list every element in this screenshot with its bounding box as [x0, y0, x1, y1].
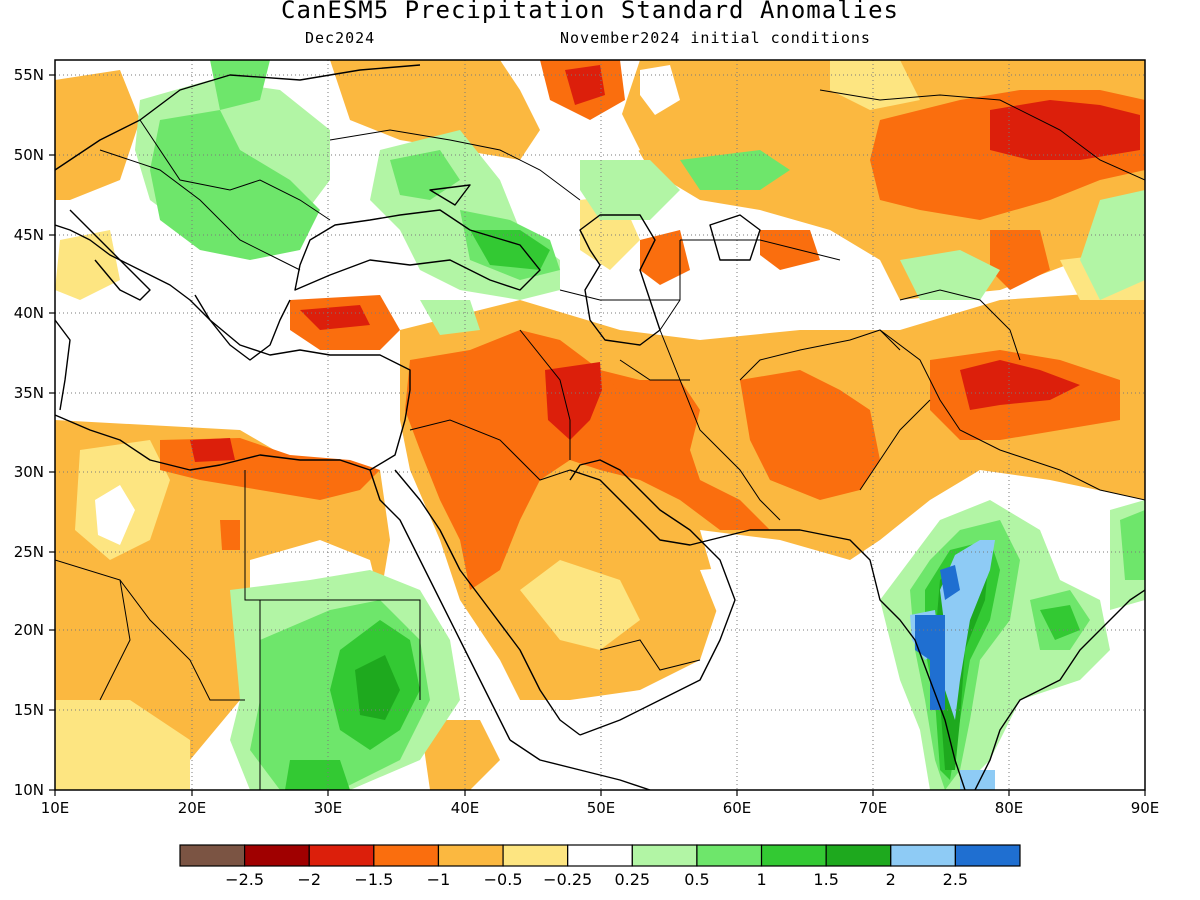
political-borders [55, 89, 1145, 790]
tick-marks [49, 74, 1146, 796]
forecast-month: Dec2024 [305, 29, 376, 47]
x-axis-labels: 10E 20E 30E 40E 50E 60E 70E 80E 90E [41, 799, 1160, 817]
colorbar-label: 0.5 [684, 870, 709, 889]
colorbar-swatch [890, 844, 956, 867]
colorbar-swatch [760, 844, 827, 867]
x-tick-label: 10E [41, 799, 70, 817]
initial-conditions: November2024 initial conditions [560, 29, 871, 47]
colorbar-label: 2 [886, 870, 896, 889]
colorbar-swatch [825, 844, 892, 867]
anomaly-field [55, 60, 1145, 790]
colorbar-label: −1 [427, 870, 451, 889]
y-tick-label: 20N [14, 621, 44, 639]
y-tick-label: 50N [14, 146, 44, 164]
coastlines [55, 64, 1145, 790]
colorbar-label: −0.25 [543, 870, 592, 889]
graticule [55, 60, 1145, 790]
anomaly-pos-2.5 [915, 565, 960, 710]
x-tick-label: 40E [451, 799, 480, 817]
x-tick-label: 30E [314, 799, 343, 817]
colorbar-label: −1.5 [354, 870, 393, 889]
colorbar-label: −0.5 [484, 870, 523, 889]
map-frame [54, 59, 1146, 791]
colorbar-swatch [373, 844, 440, 867]
x-tick-label: 90E [1131, 799, 1160, 817]
colorbar-swatch [502, 844, 569, 867]
x-tick-label: 80E [995, 799, 1024, 817]
colorbar-label: 2.5 [943, 870, 968, 889]
colorbar-swatch [437, 844, 504, 867]
y-tick-label: 40N [14, 304, 44, 322]
colorbar-label: −2.5 [225, 870, 264, 889]
colorbar-swatch [567, 844, 633, 867]
y-tick-label: 35N [14, 384, 44, 402]
colorbar-legend: −2.5 −2 −1.5 −1 −0.5 −0.25 0.25 0.5 1 1.5 2 2.5 [179, 844, 1021, 889]
colorbar-label: 0.25 [614, 870, 650, 889]
y-tick-label: 10N [14, 781, 44, 799]
colorbar-label: 1.5 [813, 870, 838, 889]
y-tick-label: 45N [14, 226, 44, 244]
colorbar-label: −2 [297, 870, 321, 889]
x-tick-label: 60E [723, 799, 752, 817]
y-tick-label: 25N [14, 543, 44, 561]
colorbar-swatch [244, 844, 310, 867]
y-tick-label: 15N [14, 701, 44, 719]
map-title: CanESM5 Precipitation Standard Anomalies [281, 0, 899, 24]
colorbar-swatch [308, 844, 375, 867]
y-tick-label: 30N [14, 463, 44, 481]
x-tick-label: 20E [178, 799, 207, 817]
x-tick-label: 70E [859, 799, 888, 817]
colorbar-swatch [179, 844, 246, 867]
y-tick-label: 55N [14, 66, 44, 84]
colorbar-label: 1 [756, 870, 766, 889]
colorbar-swatch [696, 844, 763, 867]
y-axis-labels: 55N 50N 45N 40N 35N 30N 25N 20N 15N 10N [14, 66, 44, 799]
colorbar-swatch [631, 844, 698, 867]
x-tick-label: 50E [587, 799, 616, 817]
colorbar-swatch [954, 844, 1021, 867]
